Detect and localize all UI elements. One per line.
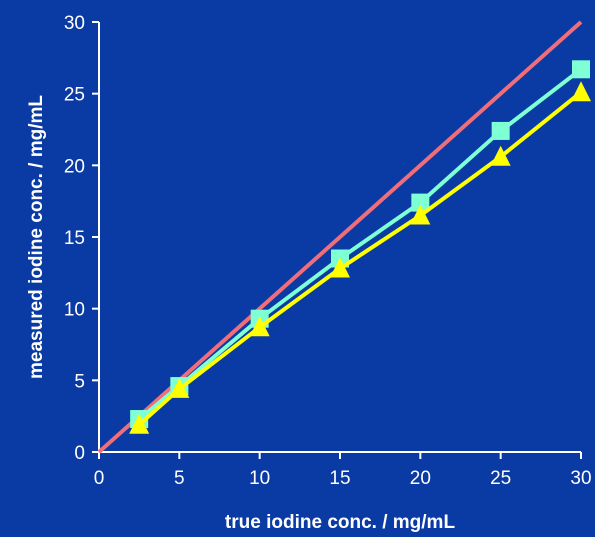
- x-tick-label: 0: [94, 468, 105, 489]
- y-tick-label: 20: [64, 156, 85, 177]
- square-marker: [411, 193, 430, 212]
- x-tick-label: 5: [174, 468, 185, 489]
- triangle-marker: [249, 316, 270, 337]
- triangle-marker: [410, 204, 431, 225]
- triangle-marker: [490, 145, 511, 166]
- triangle-marker: [169, 377, 190, 398]
- triangle-marker: [129, 413, 150, 434]
- triangle-marker: [571, 81, 591, 102]
- triangle-marker: [330, 257, 350, 278]
- series: [97, 20, 591, 454]
- y-tick-label: 30: [64, 13, 85, 34]
- x-tick-label: 15: [329, 468, 350, 489]
- y-tick-label: 0: [74, 443, 85, 464]
- x-tick-label: 10: [249, 468, 270, 489]
- y-axis-title: measured iodine conc. / mg/mL: [26, 95, 47, 379]
- square-marker: [491, 121, 510, 140]
- x-tick-label: 25: [490, 468, 511, 489]
- y-tick-label: 15: [64, 228, 85, 249]
- y-tick-label: 10: [64, 300, 85, 321]
- ticks: 0 5 10 15 20 25 30 0 5 10 15 20 25 30: [64, 13, 592, 489]
- x-tick-label: 30: [570, 468, 591, 489]
- x-tick-label: 20: [410, 468, 431, 489]
- x-axis-title: true iodine conc. / mg/mL: [225, 512, 456, 533]
- square-marker: [572, 60, 590, 79]
- series-line-triangle: [137, 90, 583, 427]
- y-tick-label: 25: [64, 85, 85, 106]
- y-tick-label: 5: [74, 371, 85, 392]
